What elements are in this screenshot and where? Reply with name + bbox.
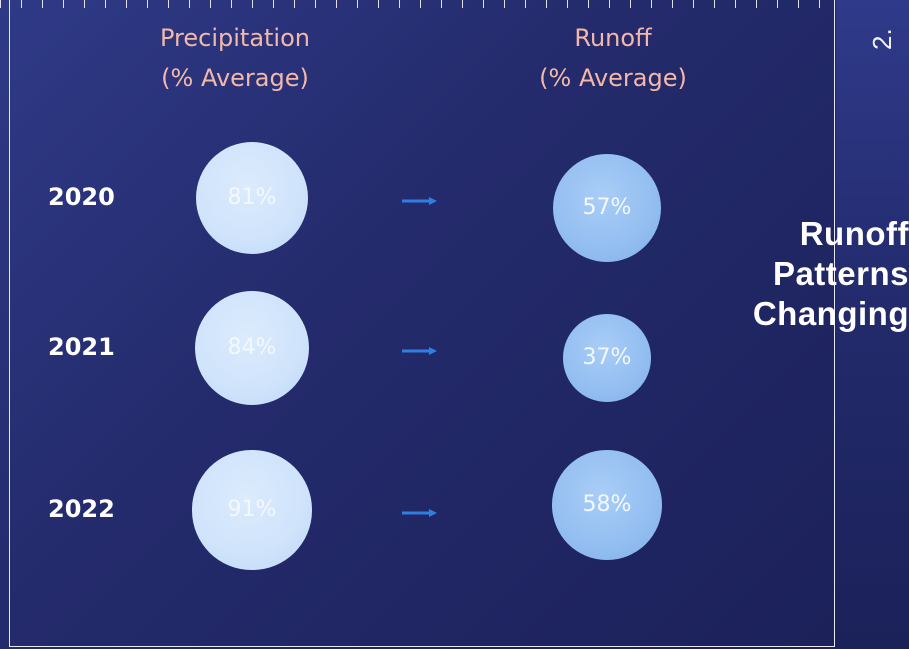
side-title-line-1: Runoff (799, 215, 909, 252)
precipitation-value: 81% (227, 185, 277, 211)
year-label: 2022 (48, 495, 115, 523)
precip-header-title: Precipitation (159, 24, 310, 52)
precipitation-bubble: 91% (192, 450, 312, 570)
side-title: Runoff Patterns Changing (719, 214, 909, 334)
precipitation-value: 91% (227, 497, 277, 523)
runoff-bubble: 57% (552, 153, 662, 263)
year-label: 2021 (48, 333, 115, 361)
side-title-line-2: Patterns (772, 255, 909, 292)
arrow-icon (402, 509, 437, 517)
top-ruler (0, 0, 909, 8)
runoff-value: 37% (582, 345, 632, 371)
precip-header-unit: (% Average) (161, 64, 309, 92)
side-panel (836, 0, 909, 649)
runoff-bubble: 58% (552, 450, 662, 560)
precip-column-header: Precipitation (% Average) (120, 18, 350, 98)
runoff-value: 58% (582, 492, 632, 518)
side-title-line-3: Changing (752, 295, 909, 332)
runoff-header-unit: (% Average) (539, 64, 687, 92)
slide-number: 2. (867, 28, 897, 50)
arrow-icon (402, 197, 437, 205)
runoff-bubble: 37% (563, 314, 651, 402)
arrow-icon (402, 347, 437, 355)
precipitation-bubble: 81% (195, 141, 309, 255)
runoff-header-title: Runoff (574, 24, 652, 52)
chart-frame: Precipitation (% Average) Runoff (% Aver… (9, 0, 835, 647)
runoff-column-header: Runoff (% Average) (498, 18, 728, 98)
precipitation-bubble: 84% (194, 290, 310, 406)
precipitation-value: 84% (227, 335, 277, 361)
year-label: 2020 (48, 183, 115, 211)
runoff-value: 57% (582, 195, 632, 221)
